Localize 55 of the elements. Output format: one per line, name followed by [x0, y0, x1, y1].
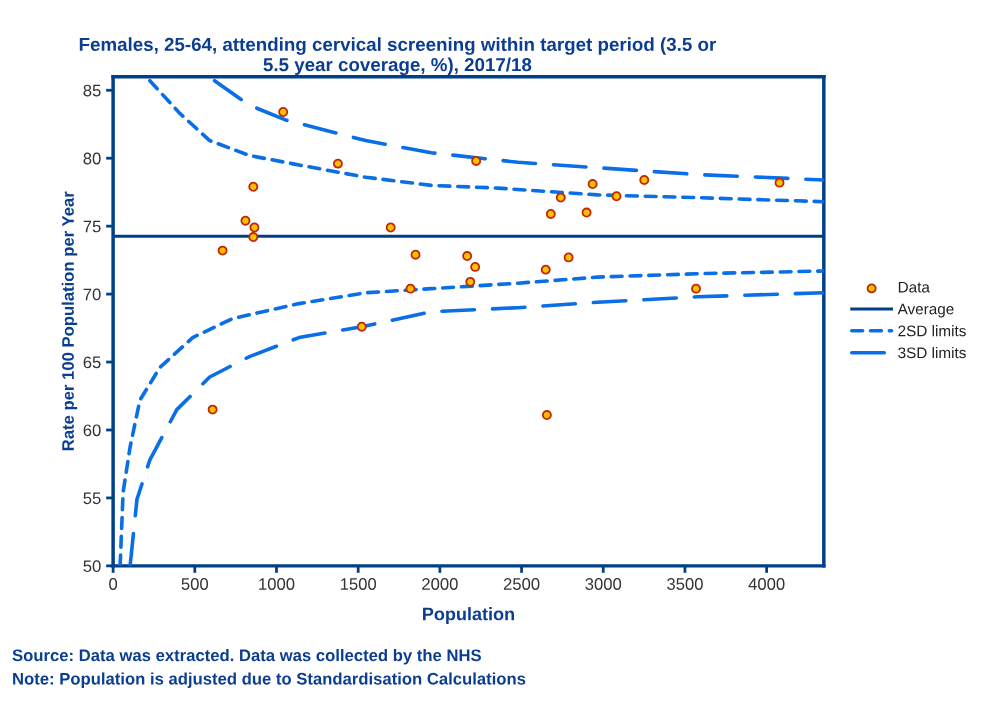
- x-tick-label: 1000: [259, 578, 295, 590]
- y-tick-label: 80: [83, 152, 101, 165]
- text: Note: Population is adjusted due to Standardisation Calculations: [13, 672, 526, 688]
- y-tick-label: 75: [83, 220, 101, 233]
- point: [240, 215, 251, 226]
- point: [249, 222, 260, 233]
- point: [462, 251, 473, 262]
- point: [555, 192, 566, 203]
- point: [587, 179, 598, 189]
- point: [541, 410, 552, 420]
- x-tick-label: 4000: [748, 578, 785, 590]
- point: [471, 155, 482, 166]
- x-tick-label: 3500: [667, 578, 703, 590]
- point: [385, 222, 396, 233]
- point: [774, 177, 785, 188]
- point: [540, 264, 551, 275]
- x-tick-label: 2000: [422, 578, 458, 590]
- source-note: Source: Data was extracted. Data was collected by the NHS: [12, 648, 481, 665]
- point: [278, 107, 289, 117]
- x-tick-label: 1500: [340, 578, 377, 590]
- y-tick-label: 85: [83, 84, 101, 97]
- point: [563, 252, 574, 263]
- point: [410, 249, 421, 260]
- point: [248, 232, 259, 242]
- x-axis-title: Population: [423, 607, 514, 624]
- legend-label: 3SD limits: [898, 346, 966, 359]
- point: [405, 283, 416, 294]
- x-tick-label: 500: [181, 578, 209, 590]
- point: [581, 207, 592, 218]
- y-tick-label: 70: [83, 288, 101, 301]
- point: [217, 245, 228, 256]
- legend-label: Average: [897, 303, 954, 318]
- legend-label: 2SD limits: [898, 325, 966, 337]
- point: [356, 321, 367, 332]
- point: [465, 276, 476, 287]
- x-tick-label: 2500: [503, 578, 540, 590]
- point: [332, 158, 343, 169]
- point: [248, 181, 259, 192]
- line-series: [212, 78, 824, 182]
- y-axis-title: Rate per 100 Population per Year: [61, 191, 78, 451]
- chart-title: Females, 25-64, attending cervical screening within target period (3.5 or 5.5 year coverage, %), 2017/18: [79, 37, 716, 76]
- legend-label: Data: [898, 281, 930, 293]
- y-tick-label: 65: [83, 356, 101, 369]
- y-tick-label: 55: [83, 492, 101, 505]
- x-tick-label: 0: [109, 578, 118, 590]
- y-tick-label: 60: [83, 424, 101, 437]
- point: [207, 404, 218, 415]
- point: [470, 261, 481, 272]
- point: [611, 191, 622, 202]
- x-tick-label: 3000: [585, 578, 622, 590]
- point: [639, 174, 650, 185]
- point: [545, 208, 556, 219]
- y-tick-label: 50: [83, 560, 101, 573]
- point: [691, 283, 702, 294]
- line-series: [148, 78, 824, 204]
